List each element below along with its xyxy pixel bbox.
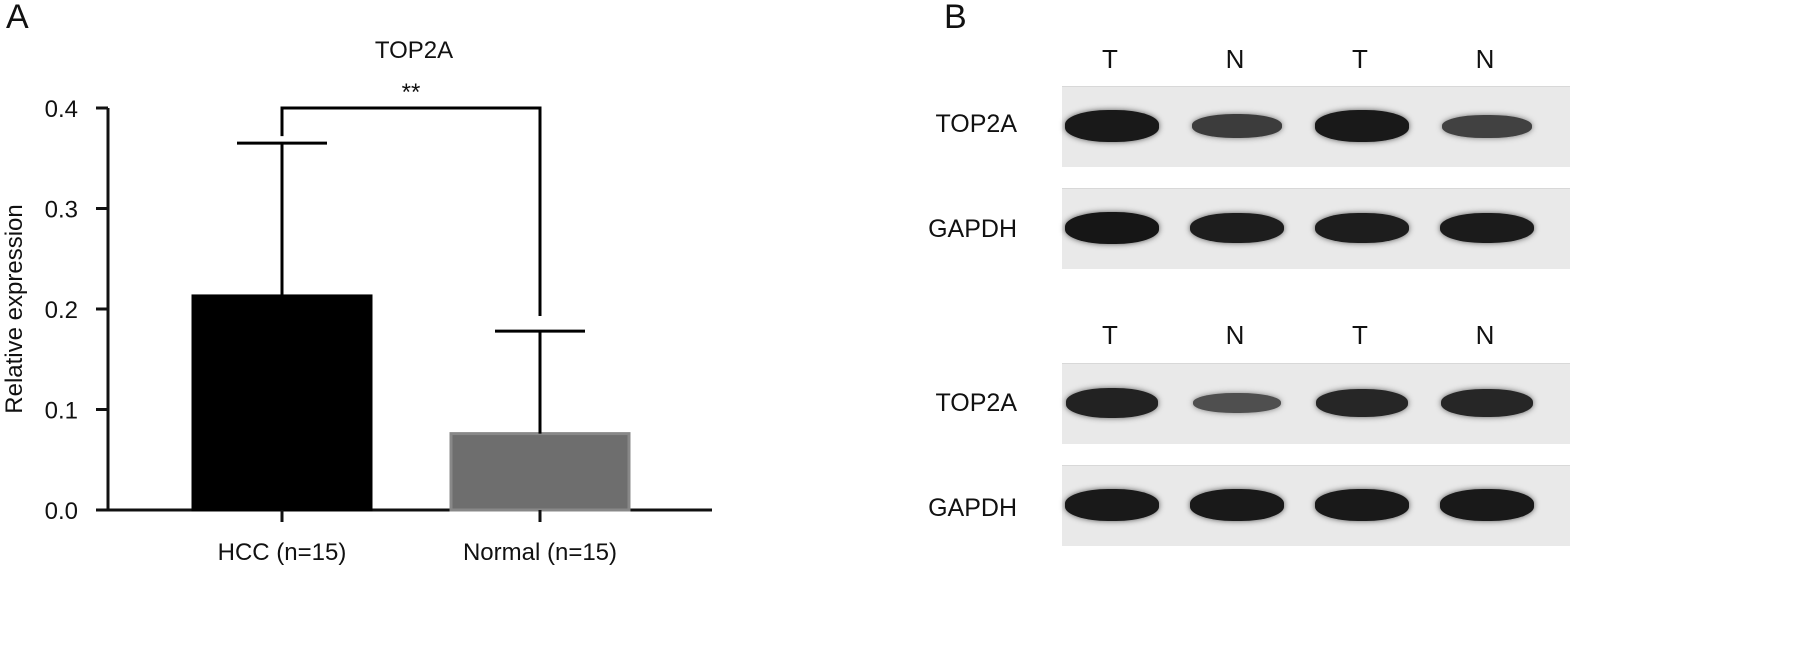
blot-band — [1440, 388, 1534, 418]
lane-label: T — [1352, 44, 1368, 74]
blot-band — [1190, 212, 1284, 244]
y-tick-label: 0.4 — [45, 96, 78, 123]
blot-band — [1192, 392, 1282, 414]
lane-label: T — [1352, 320, 1368, 350]
blot-band — [1190, 489, 1284, 521]
y-tick-label: 0.3 — [45, 197, 78, 224]
blot-band — [1065, 489, 1159, 521]
chart-title: TOP2A — [375, 37, 453, 64]
bar-chart: TOP2A 0.0 0.1 0.2 0.3 0.4 Relative expression H… — [1, 37, 712, 566]
blot-band — [1065, 388, 1159, 418]
blot-band — [1315, 489, 1409, 521]
x-tick-label: HCC (n=15) — [218, 539, 347, 566]
y-axis-label: Relative expression — [1, 204, 28, 413]
significance-label: ** — [402, 79, 421, 106]
blot-band — [1442, 114, 1532, 138]
y-tick-label: 0.2 — [45, 297, 78, 324]
western-blot-panel: T N T N T N T N TOP2A GAPDH TOP2A GAPDH — [928, 0, 1793, 648]
blot-band — [1065, 110, 1159, 142]
panel-a-label: A — [6, 0, 29, 36]
blot-band — [1440, 489, 1534, 521]
y-tick-label: 0.0 — [45, 498, 78, 525]
row-label-gapdh: GAPDH — [928, 215, 1017, 243]
x-tick-label: Normal (n=15) — [463, 539, 617, 566]
blot-band — [1191, 114, 1283, 138]
row-label-top2a: TOP2A — [935, 110, 1017, 138]
blot-band — [1315, 110, 1409, 142]
y-tick-label: 0.1 — [45, 398, 78, 425]
lane-label: N — [1225, 44, 1245, 74]
significance-bracket — [280, 106, 542, 317]
bar — [449, 432, 631, 512]
lane-label: T — [1102, 320, 1118, 350]
row-label-top2a: TOP2A — [935, 389, 1017, 417]
panel-b-label: B — [944, 0, 967, 36]
row-label-gapdh: GAPDH — [928, 494, 1017, 522]
blot-band — [1315, 212, 1409, 244]
lane-label: N — [1475, 44, 1495, 74]
lane-label: N — [1225, 320, 1245, 350]
blot-band — [1440, 212, 1534, 244]
lane-label: N — [1475, 320, 1495, 350]
bar — [191, 294, 373, 512]
lane-label: T — [1102, 44, 1118, 74]
blot-band — [1315, 388, 1409, 418]
blot-band — [1065, 212, 1159, 244]
